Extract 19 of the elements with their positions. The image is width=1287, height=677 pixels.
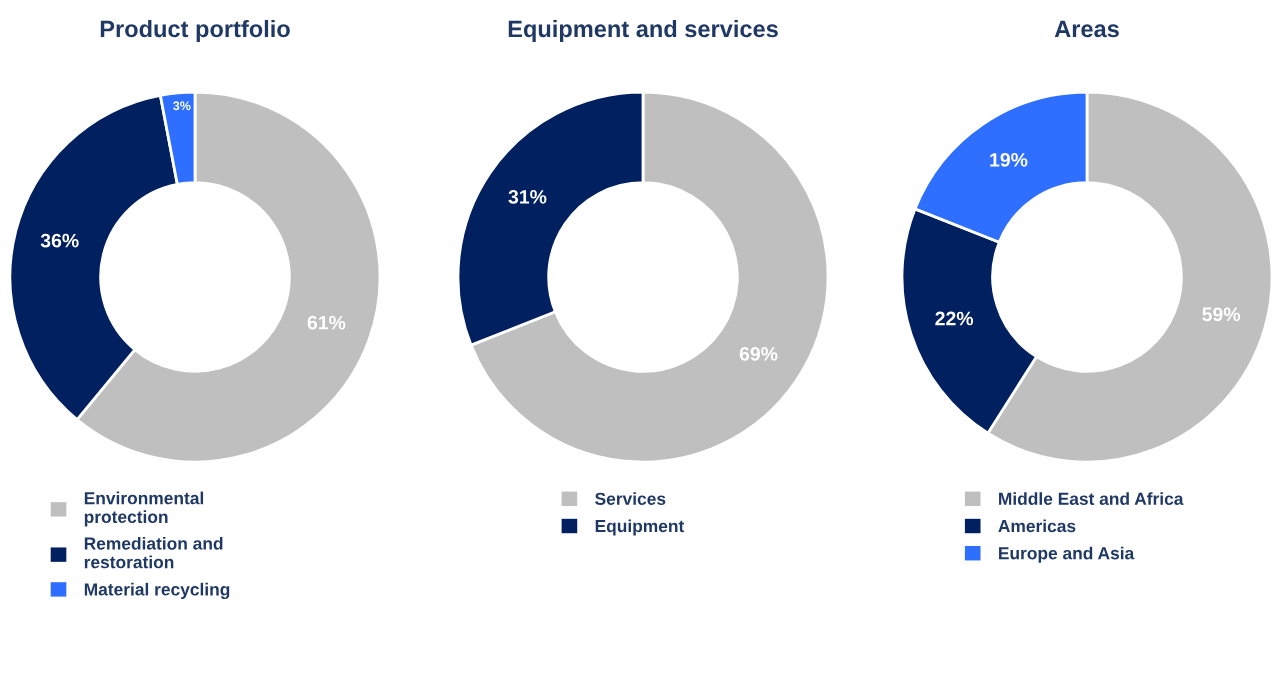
legend-label: Services bbox=[595, 492, 666, 505]
data-label: 69% bbox=[739, 346, 778, 361]
data-label: 3% bbox=[173, 101, 191, 111]
legend-label: Equipment bbox=[595, 519, 685, 536]
chart-title: Areas bbox=[1054, 20, 1119, 38]
legend-label: Material recycling bbox=[84, 582, 230, 600]
data-label: 59% bbox=[1202, 307, 1241, 322]
data-label: 22% bbox=[935, 311, 974, 326]
legend-label: Middle East and Africa bbox=[999, 492, 1184, 505]
data-label: 36% bbox=[40, 233, 79, 248]
data-label: 19% bbox=[990, 152, 1028, 167]
data-label: 31% bbox=[508, 189, 547, 204]
legend-label: Remediation and restoration bbox=[84, 536, 223, 569]
legend-label: Americas bbox=[998, 519, 1076, 533]
data-label: 61% bbox=[307, 315, 346, 330]
chart-title: Equipment and services bbox=[508, 19, 778, 42]
chart-title: Product portfolio bbox=[100, 19, 290, 42]
legend-label: Environmental protection bbox=[84, 491, 204, 527]
legend-label: Europe and Asia bbox=[999, 546, 1135, 563]
